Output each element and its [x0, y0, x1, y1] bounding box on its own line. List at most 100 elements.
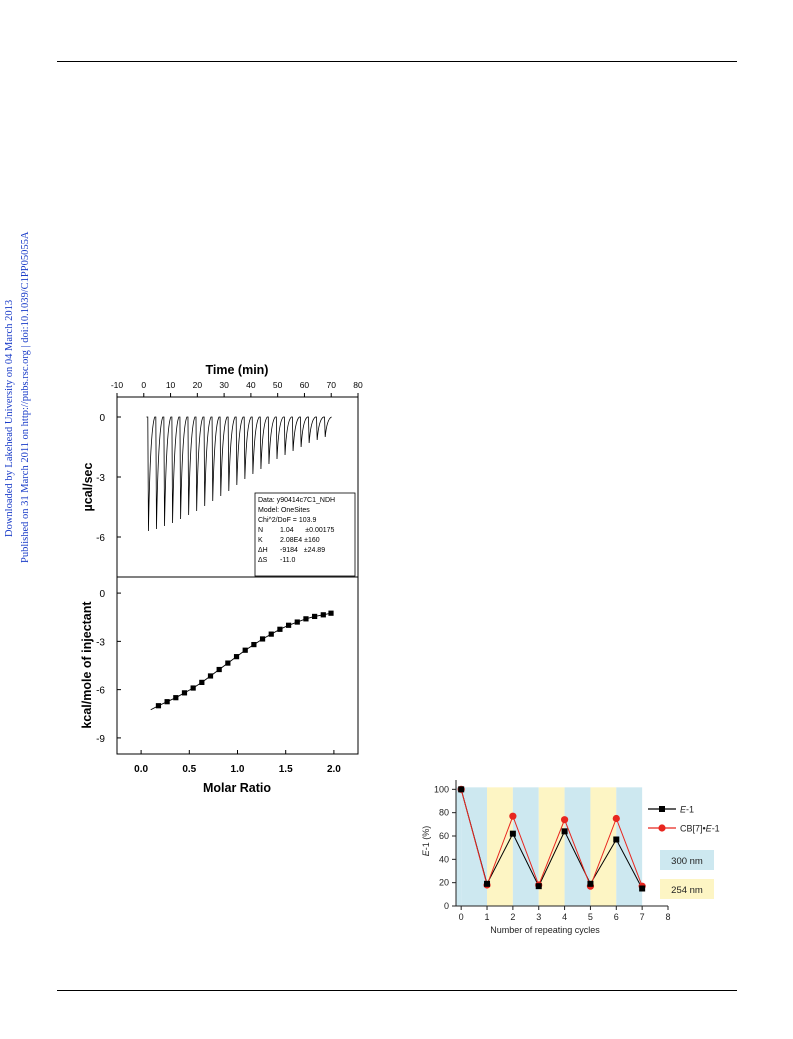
isotherm-point: [164, 699, 170, 705]
svg-text:E-1 (%): E-1 (%): [421, 826, 431, 857]
cycle-band: [564, 787, 591, 906]
svg-text:Chi^2/DoF = 103.9: Chi^2/DoF = 103.9: [258, 517, 316, 524]
svg-text:N: N: [258, 527, 263, 534]
isotherm-point: [216, 666, 222, 673]
cycle-point: [458, 786, 465, 793]
isotherm-point: [242, 647, 248, 653]
top-xtick-label: 50: [273, 380, 283, 390]
legend-value-ds: -11.0: [280, 557, 296, 564]
legend-value-k: 2.08E4 ±160: [280, 537, 320, 544]
top-xtick-label: 40: [246, 380, 256, 390]
isotherm-point: [328, 610, 334, 616]
legend-value-model: OneSites: [281, 507, 310, 514]
fit-parameter-box: Data: y90414c7C1_NDH Model: OneSites Chi…: [254, 492, 356, 577]
cycle-xtick-label: 5: [588, 912, 593, 922]
bottom-ytick-label: 0: [99, 589, 105, 600]
cycle-ylabel-e: E: [421, 849, 431, 856]
isotherm-point: [312, 613, 318, 620]
download-notice: Downloaded by Lakehead University on 04 …: [4, 299, 15, 537]
cycle-bands: [456, 787, 643, 906]
cycle-point: [535, 883, 542, 890]
isotherm-point: [207, 673, 214, 679]
cycle-axes: 0 20 40 60 80 100 0 1 2 3 4 5 6 7 8: [434, 780, 671, 922]
thermogram-trace: [146, 416, 332, 532]
itc-bottom-frame: [116, 576, 359, 755]
cycle-series-line: [460, 789, 643, 889]
legend-label: E-1: [680, 805, 694, 815]
top-xtick-label: -10: [111, 380, 124, 390]
cycle-ylabel: E-1 (%): [421, 826, 431, 857]
bottom-ytick-label: -3: [96, 637, 105, 648]
top-xtick-label: 60: [300, 380, 310, 390]
itc-top-xlabel: Time (min): [206, 363, 269, 377]
bottom-xtick-label: 0.5: [182, 764, 196, 775]
top-xtick-label: 10: [166, 380, 176, 390]
svg-text:Data: y90414c7C1_NDH: Data: y90414c7C1_NDH: [258, 497, 335, 504]
legend-label-data: Data:: [258, 497, 275, 504]
legend-label-part: CB[7]•: [680, 824, 706, 834]
isotherm-point: [320, 612, 326, 618]
legend-marker: [658, 824, 666, 832]
top-xtick-label: 0: [141, 380, 146, 390]
cycle-point: [509, 812, 517, 820]
cycle-point: [509, 830, 516, 837]
svg-text:K: K: [258, 537, 263, 544]
isotherm-point: [199, 679, 205, 685]
cycle-band: [456, 787, 462, 906]
legend-label-n: N: [258, 527, 263, 534]
isotherm-point: [233, 654, 240, 660]
cycle-ylabel-rest: -1 (%): [421, 826, 431, 851]
isotherm-point: [225, 660, 231, 666]
svg-text:Model: OneSites: Model: OneSites: [258, 507, 310, 514]
itc-bottom-xticks: 0.0 0.5 1.0 1.5 2.0: [134, 750, 341, 775]
legend-chi2: Chi^2/DoF = 103.9: [258, 517, 316, 524]
legend-marker: [659, 806, 665, 812]
publication-notice: Published on 31 March 2011 on http://pub…: [20, 231, 31, 563]
svg-text:ΔH: ΔH: [258, 547, 268, 554]
legend-label-k: K: [258, 537, 263, 544]
cycle-band: [487, 787, 513, 906]
band-legend-box: [660, 850, 714, 870]
header-rule: [57, 61, 737, 62]
isotherm-point: [251, 641, 257, 648]
cycle-xtick-label: 0: [459, 912, 464, 922]
bottom-xtick-label: 1.5: [279, 764, 293, 775]
cycle-xtick-label: 7: [640, 912, 645, 922]
cycle-point: [639, 885, 646, 892]
bottom-ytick-label: -9: [96, 734, 105, 745]
itc-top-ylabel: µcal/sec: [81, 463, 95, 512]
top-ytick-label: 0: [99, 413, 105, 424]
cycle-xtick-label: 2: [510, 912, 515, 922]
cycle-xtick-label: 3: [536, 912, 541, 922]
cycle-ytick-label: 80: [439, 808, 449, 818]
isotherm-point: [173, 695, 179, 701]
top-ytick-label: -3: [96, 473, 105, 484]
band-legend-box: [660, 879, 714, 899]
itc-top-yticks: 0 -3 -6: [96, 413, 121, 544]
cycle-xtick-label: 6: [614, 912, 619, 922]
band-legend-label: 254 nm: [671, 885, 703, 896]
cycle-xtick-label: 1: [485, 912, 490, 922]
legend-label-part: E: [706, 824, 713, 834]
cycle-point: [613, 836, 620, 843]
thermogram-path: [146, 416, 332, 532]
itc-bottom-yticks: 0 -3 -6 -9: [96, 589, 121, 745]
legend-label-dh: ΔH: [258, 547, 268, 554]
legend-label-part: -1: [686, 805, 694, 815]
cycle-band: [538, 787, 565, 906]
bottom-xtick-label: 1.0: [231, 764, 245, 775]
cycle-ytick-label: 40: [439, 854, 449, 864]
cycle-ytick-label: 60: [439, 831, 449, 841]
isotherm-point: [190, 685, 196, 691]
cycle-xlabel: Number of repeating cycles: [490, 925, 600, 935]
footer-rule: [57, 990, 737, 991]
bottom-ytick-label: -6: [96, 686, 105, 697]
legend-label-part: -1: [712, 824, 720, 834]
cycle-series-line: [460, 789, 643, 888]
cycle-series: [457, 785, 646, 892]
isotherm-point: [294, 619, 300, 625]
bottom-xtick-label: 2.0: [327, 764, 341, 775]
itc-top-xticks: -10 0 10 20 30 40 50 60 70 80: [111, 380, 363, 397]
top-xtick-label: 80: [353, 380, 363, 390]
